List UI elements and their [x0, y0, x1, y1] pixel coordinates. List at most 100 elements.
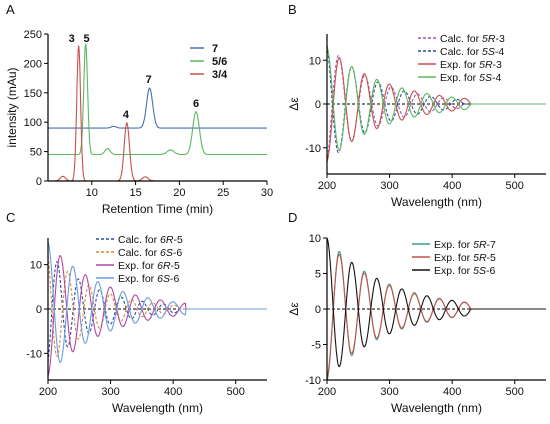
- panel-label: B: [288, 2, 297, 17]
- legend-entry-suffix: -6: [173, 247, 182, 259]
- legend-entry-prefix: Calc. for: [440, 46, 482, 58]
- legend-entry-prefix: Calc. for: [118, 247, 160, 259]
- x-tick-label: 200: [318, 180, 336, 192]
- x-tick-label: 400: [443, 386, 461, 398]
- legend-entry: Exp. for 5S-4: [440, 72, 501, 84]
- y-tick-label: 0: [315, 99, 321, 111]
- legend-entry-prefix: Exp. for: [434, 265, 473, 277]
- panel-C: C 200 300 400 500 -10 0 10 Wavelength (nm) Calc. …: [6, 210, 268, 415]
- y-tick-label: 200: [24, 58, 42, 70]
- y-tick-label: -10: [305, 375, 321, 387]
- legend-entry-suffix: -5: [487, 252, 496, 264]
- series-line: [47, 87, 268, 129]
- series-group: [47, 242, 268, 376]
- y-tick-label: 10: [309, 233, 321, 245]
- y-tick-label: 0: [36, 176, 42, 188]
- y-tick-label: -5: [311, 340, 321, 352]
- x-tick-label: 200: [318, 386, 336, 398]
- legend-entry-config: 5R: [479, 59, 493, 71]
- legend-entry-suffix: -7: [487, 239, 496, 251]
- legend-entry-suffix: -4: [495, 46, 504, 58]
- y-tick-label: 150: [24, 88, 42, 100]
- peak-label: 4: [123, 109, 130, 121]
- x-tick-label: 500: [506, 180, 524, 192]
- legend-entry: Exp. for 6R-5: [118, 260, 180, 272]
- x-tick-label: 200: [39, 386, 57, 398]
- panel-label: A: [6, 2, 15, 17]
- y-tick-label: 10: [30, 260, 42, 272]
- legend-entry-suffix: -3: [493, 59, 502, 71]
- legend-entry-prefix: Exp. for: [118, 260, 157, 272]
- y-tick-label: -10: [305, 143, 321, 155]
- legend-entry-config: 5R: [473, 252, 487, 264]
- y-axis-label: Δε: [287, 302, 301, 316]
- panel-A: A 10 15 20 25 30 0 50 100 150 200 250 Retention Time…: [5, 2, 273, 216]
- legend-entry-suffix: -5: [173, 234, 182, 246]
- y-tick-label: 250: [24, 29, 42, 41]
- x-tick-label: 400: [443, 180, 461, 192]
- y-tick-label: 5: [315, 269, 321, 281]
- series-line: [326, 45, 547, 154]
- legend-entry-config: 6S: [157, 273, 170, 285]
- x-tick-label: 25: [217, 187, 229, 199]
- y-axis-label: Δε: [287, 97, 301, 111]
- peak-label: 6: [193, 98, 199, 110]
- legend-entry-config: 5S: [482, 46, 495, 58]
- panel-label: D: [288, 210, 297, 225]
- x-tick-label: 30: [261, 187, 273, 199]
- x-axis-label: Retention Time (min): [102, 202, 213, 216]
- series-line: [326, 54, 547, 163]
- legend-entry-prefix: Calc. for: [118, 234, 160, 246]
- legend-entry: Exp. for 5R-3: [440, 59, 502, 71]
- panel-B: B 200 300 400 500 -10 0 10 Wavelength (nm) Δε Calc…: [287, 2, 547, 209]
- x-tick-label: 15: [129, 187, 141, 199]
- series-group: [326, 237, 547, 381]
- legend-entry-config: 6S: [160, 247, 173, 259]
- legend-entry-suffix: -3: [495, 33, 504, 45]
- x-tick-label: 300: [380, 180, 398, 192]
- x-tick-label: 300: [101, 386, 119, 398]
- legend-entry: Calc. for 6S-6: [118, 247, 182, 259]
- x-tick-label: 20: [173, 187, 185, 199]
- y-axis-label: intensity (mAu): [5, 67, 19, 147]
- legend-entry-config: 5R: [473, 239, 487, 251]
- legend-entry-config: 5R: [482, 33, 496, 45]
- legend-entry-prefix: Exp. for: [434, 239, 473, 251]
- x-axis-label: Wavelength (nm): [391, 401, 482, 415]
- peak-label: 5: [83, 33, 89, 45]
- legend-entry: Exp. for 5R-7: [434, 239, 496, 251]
- x-axis-label: Wavelength (nm): [391, 195, 482, 209]
- y-tick-label: 10: [309, 55, 321, 67]
- legend-entry-prefix: Exp. for: [440, 59, 479, 71]
- legend-entry: Calc. for 6R-5: [118, 234, 183, 246]
- x-tick-label: 300: [380, 386, 398, 398]
- legend-entry: 3/4: [212, 69, 228, 81]
- legend-entry: Exp. for 5S-6: [434, 265, 495, 277]
- legend-entry: Exp. for 5R-5: [434, 252, 496, 264]
- series-line: [47, 45, 268, 182]
- x-tick-label: 400: [164, 386, 182, 398]
- x-tick-label: 500: [506, 386, 524, 398]
- legend-entry-prefix: Exp. for: [440, 72, 479, 84]
- legend-entry-config: 6R: [160, 234, 174, 246]
- legend-entry-suffix: -5: [171, 260, 180, 272]
- legend-entry-suffix: -4: [492, 72, 501, 84]
- series-line: [326, 237, 547, 368]
- series-line: [47, 242, 268, 363]
- series-group: [47, 43, 268, 182]
- legend-entry-config: 5S: [473, 265, 486, 277]
- legend-entry-prefix: Calc. for: [440, 33, 482, 45]
- y-tick-label: 0: [315, 304, 321, 316]
- legend-entry-suffix: -6: [170, 273, 179, 285]
- y-tick-label: 100: [24, 117, 42, 129]
- series-line: [47, 43, 268, 156]
- y-tick-label: 50: [30, 147, 42, 159]
- legend-entry-config: 6R: [157, 260, 171, 272]
- y-tick-label: -10: [26, 348, 42, 360]
- legend-entry-prefix: Exp. for: [434, 252, 473, 264]
- x-axis-label: Wavelength (nm): [112, 401, 203, 415]
